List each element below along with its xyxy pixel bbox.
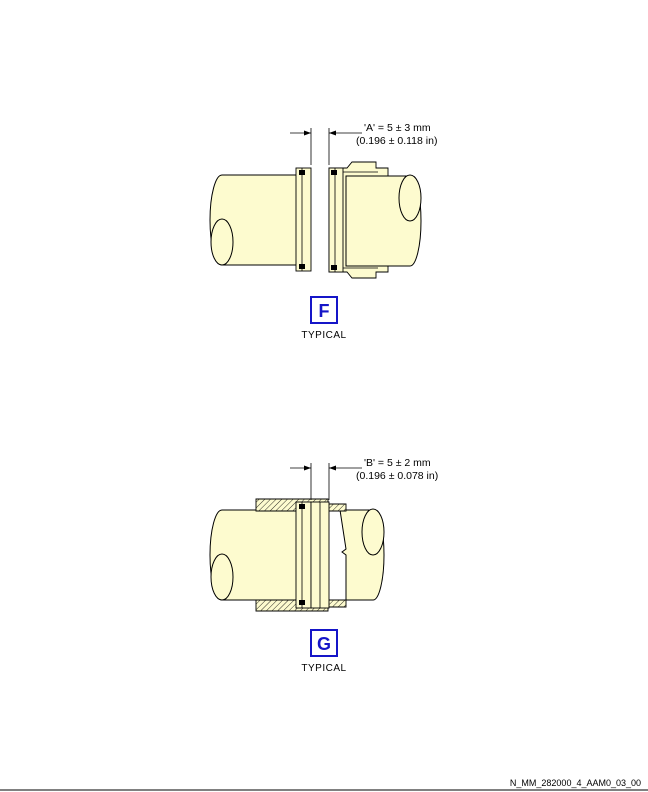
dimension-a: 'A' = 5 ± 3 mm (0.196 ± 0.118 in) <box>290 122 437 165</box>
dimension-b-value: 'B' = 5 ± 2 mm <box>364 457 431 469</box>
detail-g: 'B' = 5 ± 2 mm (0.196 ± 0.078 in) G TYPI… <box>209 457 438 674</box>
detail-f: 'A' = 5 ± 3 mm (0.196 ± 0.118 in) F TYPI… <box>209 122 437 341</box>
view-g-box <box>310 629 338 657</box>
figure-reference: N_MM_282000_4_AAM0_03_00 <box>510 778 641 788</box>
view-f-letter: F <box>319 301 330 321</box>
view-g-note: TYPICAL <box>301 663 346 674</box>
left-pipe <box>209 174 299 266</box>
right-pipe <box>345 174 422 267</box>
flange-right-g <box>310 501 330 609</box>
dimension-a-value: 'A' = 5 ± 3 mm <box>364 122 431 134</box>
dimension-a-imperial: (0.196 ± 0.118 in) <box>356 135 437 147</box>
right-pipe-g <box>339 508 385 601</box>
left-pipe-g <box>209 509 301 601</box>
view-f-note: TYPICAL <box>301 330 346 341</box>
left-flange <box>295 167 312 272</box>
view-f-box <box>310 296 338 324</box>
flange-left-g <box>295 501 312 609</box>
dimension-b: 'B' = 5 ± 2 mm (0.196 ± 0.078 in) <box>290 457 438 500</box>
dimension-b-imperial: (0.196 ± 0.078 in) <box>356 470 438 482</box>
view-g-letter: G <box>317 634 331 654</box>
